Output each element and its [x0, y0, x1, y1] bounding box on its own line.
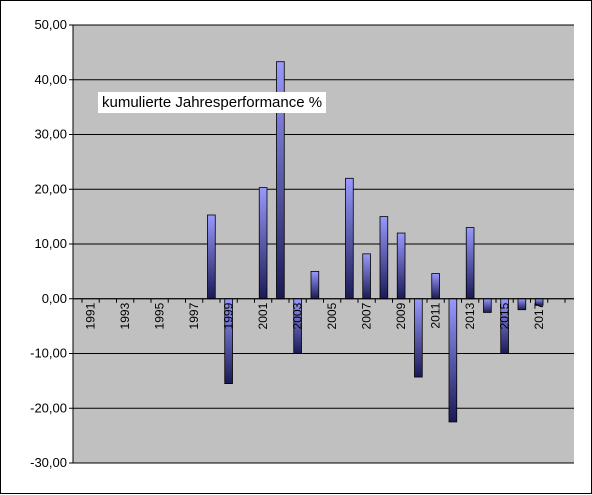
bar-1998 [207, 214, 216, 300]
bar-2012 [448, 298, 458, 423]
y-tick-label: 10,00 [34, 236, 67, 251]
x-tick-label: 2003 [291, 302, 305, 329]
bar-2007 [362, 253, 371, 300]
bars [207, 61, 544, 423]
bar-2004 [310, 270, 320, 300]
x-tick-label: 2001 [256, 302, 270, 329]
x-tick-label: 2005 [325, 302, 339, 329]
x-tick-label: 1995 [153, 302, 167, 329]
bar-2013 [465, 227, 475, 300]
x-axis-tick-labels: 1991 1993 1995 1997 1999 2001 2003 2005 2007 2009… [84, 302, 547, 329]
x-tick-label: 1999 [222, 302, 236, 329]
bar-2011 [431, 273, 440, 300]
bar-2009 [396, 232, 406, 300]
x-tick-label: 2015 [498, 302, 512, 329]
bar-2016 [517, 298, 527, 311]
y-tick-label: -20,00 [30, 400, 67, 415]
x-tick-label: 2017 [532, 302, 546, 329]
x-axis [73, 298, 574, 303]
bar-2010 [414, 298, 423, 378]
y-axis-tick-labels: 50,00 40,00 30,00 20,00 10,00 0,00 -10,00 -20,0… [30, 17, 74, 470]
y-tick-label: -30,00 [30, 455, 67, 470]
bar-2008 [379, 216, 389, 300]
y-tick-label: 30,00 [34, 127, 67, 142]
chart-title: kumulierte Jahresperformance % [98, 92, 327, 113]
x-tick-label: 2011 [429, 302, 443, 328]
x-tick-label: 2013 [463, 302, 477, 329]
y-tick-label: 0,00 [42, 291, 67, 306]
x-tick-label: 1991 [84, 302, 98, 329]
y-tick-label: 50,00 [34, 17, 67, 32]
y-tick-label: 20,00 [34, 181, 67, 196]
x-tick-label: 2009 [394, 302, 408, 329]
x-tick-label: 2007 [360, 302, 374, 329]
y-tick-label: -10,00 [30, 346, 67, 361]
bar-2014 [483, 298, 492, 313]
y-tick-label: 40,00 [34, 72, 67, 87]
bar-2006 [345, 177, 354, 300]
bar-2001 [258, 187, 268, 300]
x-tick-label: 1997 [187, 302, 201, 329]
x-tick-label: 1993 [118, 302, 132, 329]
